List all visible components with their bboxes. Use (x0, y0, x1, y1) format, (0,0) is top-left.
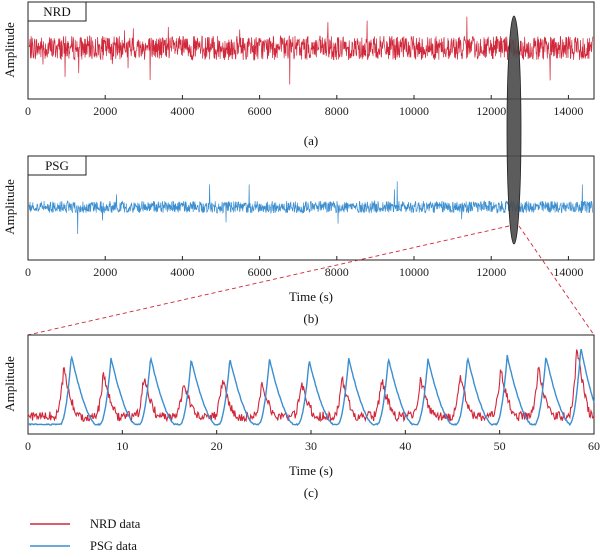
panel-c-x-ticks: 0 10 20 30 40 50 60 (25, 430, 600, 453)
x-tick-label: 20 (211, 439, 223, 453)
panel-a-y-label: Amplitude (2, 22, 17, 78)
x-tick-label: 10000 (399, 104, 429, 118)
x-tick-label: 4000 (170, 265, 194, 279)
x-tick-label: 0 (25, 439, 31, 453)
panel-a-tag: NRD (43, 4, 70, 19)
x-tick-label: 10000 (399, 265, 429, 279)
panel-b: PSG 0 2000 4000 6000 8000 10000 12000 14000 Amp… (2, 155, 595, 326)
legend: NRD data PSG data (30, 517, 141, 553)
legend-label-nrd: NRD data (90, 517, 141, 531)
panel-b-x-ticks: 0 2000 4000 6000 8000 10000 12000 14000 (25, 256, 583, 279)
x-tick-label: 0 (25, 265, 31, 279)
x-tick-label: 60 (588, 439, 600, 453)
x-tick-label: 40 (399, 439, 411, 453)
highlight-window (506, 15, 522, 245)
panel-a-x-ticks: 0 2000 4000 6000 8000 10000 12000 14000 (25, 95, 583, 118)
x-tick-label: 0 (25, 104, 31, 118)
x-tick-label: 2000 (93, 265, 117, 279)
panel-b-tag: PSG (45, 158, 69, 173)
panel-c-y-label: Amplitude (2, 356, 17, 412)
panel-a: NRD 0 2000 4000 6000 8000 10000 12000 14000 Amp… (2, 1, 595, 148)
x-tick-label: 12000 (476, 104, 506, 118)
legend-label-psg: PSG data (90, 539, 137, 553)
panel-b-x-label: Time (s) (289, 289, 333, 304)
x-tick-label: 6000 (248, 265, 272, 279)
nrd-data-line (27, 349, 595, 424)
panel-c-frame (27, 334, 595, 435)
psg-data-line (27, 349, 595, 427)
panel-b-y-label: Amplitude (2, 179, 17, 235)
psg-trace-line (28, 181, 594, 235)
x-tick-label: 14000 (553, 104, 583, 118)
x-tick-label: 4000 (170, 104, 194, 118)
panel-a-frame (27, 1, 595, 100)
x-tick-label: 8000 (325, 265, 349, 279)
x-tick-label: 14000 (553, 265, 583, 279)
x-tick-label: 10 (116, 439, 128, 453)
panel-c-x-label: Time (s) (289, 463, 333, 478)
panel-a-tag-box (27, 1, 87, 22)
nrd-trace-line (28, 16, 594, 85)
x-tick-label: 12000 (476, 265, 506, 279)
x-tick-label: 50 (494, 439, 506, 453)
panel-c: 0 10 20 30 40 50 60 Amplitude Time (s) (c) (2, 334, 600, 500)
x-tick-label: 2000 (93, 104, 117, 118)
x-tick-label: 6000 (248, 104, 272, 118)
panel-b-frame (27, 155, 595, 261)
panel-c-caption: (c) (304, 485, 318, 500)
zoom-connector-left (27, 225, 510, 336)
panel-b-tag-box (27, 155, 87, 176)
zoom-connector-right (518, 225, 595, 336)
panel-b-caption: (b) (303, 311, 318, 326)
panel-a-caption: (a) (304, 133, 318, 148)
x-tick-label: 30 (305, 439, 317, 453)
x-tick-label: 8000 (325, 104, 349, 118)
